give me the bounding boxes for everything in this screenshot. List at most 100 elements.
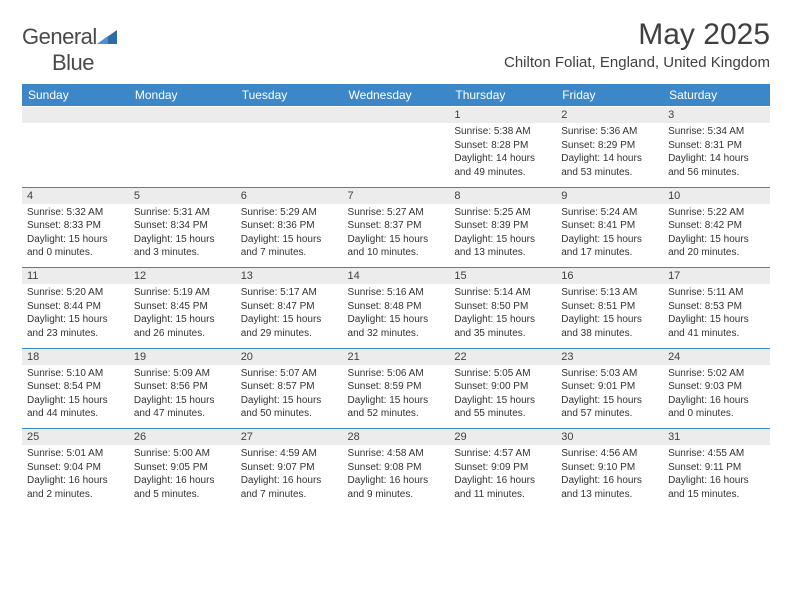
sunset-line: Sunset: 8:37 PM <box>348 219 445 233</box>
day-number-cell: 12 <box>129 268 236 285</box>
sunset-line: Sunset: 9:07 PM <box>241 461 338 475</box>
sunset-line: Sunset: 9:08 PM <box>348 461 445 475</box>
sunrise-line: Sunrise: 5:02 AM <box>668 367 765 381</box>
day-number-cell: 18 <box>22 348 129 365</box>
day-number-cell: 21 <box>343 348 450 365</box>
day-detail-cell: Sunrise: 4:55 AMSunset: 9:11 PMDaylight:… <box>663 445 770 509</box>
sunrise-line: Sunrise: 5:17 AM <box>241 286 338 300</box>
daylight-line: Daylight: 15 hours and 0 minutes. <box>27 233 124 260</box>
day-header: Saturday <box>663 84 770 107</box>
page-title: May 2025 <box>504 18 770 52</box>
sunrise-line: Sunrise: 5:29 AM <box>241 206 338 220</box>
daylight-line: Daylight: 15 hours and 20 minutes. <box>668 233 765 260</box>
daylight-line: Daylight: 16 hours and 11 minutes. <box>454 474 551 501</box>
daylight-line: Daylight: 15 hours and 35 minutes. <box>454 313 551 340</box>
sunrise-line: Sunrise: 5:06 AM <box>348 367 445 381</box>
sunset-line: Sunset: 9:04 PM <box>27 461 124 475</box>
sunset-line: Sunset: 8:42 PM <box>668 219 765 233</box>
day-detail-cell: Sunrise: 5:01 AMSunset: 9:04 PMDaylight:… <box>22 445 129 509</box>
daylight-line: Daylight: 15 hours and 41 minutes. <box>668 313 765 340</box>
day-detail-cell: Sunrise: 5:34 AMSunset: 8:31 PMDaylight:… <box>663 123 770 187</box>
logo-triangle-icon <box>97 30 117 44</box>
daylight-line: Daylight: 15 hours and 23 minutes. <box>27 313 124 340</box>
daylight-line: Daylight: 15 hours and 38 minutes. <box>561 313 658 340</box>
day-detail-cell: Sunrise: 5:17 AMSunset: 8:47 PMDaylight:… <box>236 284 343 348</box>
day-detail-cell: Sunrise: 4:57 AMSunset: 9:09 PMDaylight:… <box>449 445 556 509</box>
sunrise-line: Sunrise: 5:16 AM <box>348 286 445 300</box>
sunrise-line: Sunrise: 4:57 AM <box>454 447 551 461</box>
sunrise-line: Sunrise: 5:07 AM <box>241 367 338 381</box>
sunset-line: Sunset: 8:29 PM <box>561 139 658 153</box>
day-header: Sunday <box>22 84 129 107</box>
sunset-line: Sunset: 8:33 PM <box>27 219 124 233</box>
sunrise-line: Sunrise: 4:59 AM <box>241 447 338 461</box>
day-detail-cell <box>22 123 129 187</box>
logo-word2: Blue <box>52 50 94 75</box>
daylight-line: Daylight: 15 hours and 32 minutes. <box>348 313 445 340</box>
day-number-cell: 17 <box>663 268 770 285</box>
sunrise-line: Sunrise: 5:10 AM <box>27 367 124 381</box>
day-detail-cell: Sunrise: 4:58 AMSunset: 9:08 PMDaylight:… <box>343 445 450 509</box>
day-number-cell: 22 <box>449 348 556 365</box>
sunrise-line: Sunrise: 5:25 AM <box>454 206 551 220</box>
day-detail-row: Sunrise: 5:32 AMSunset: 8:33 PMDaylight:… <box>22 204 770 268</box>
day-detail-cell: Sunrise: 5:16 AMSunset: 8:48 PMDaylight:… <box>343 284 450 348</box>
sunset-line: Sunset: 9:05 PM <box>134 461 231 475</box>
day-header: Thursday <box>449 84 556 107</box>
day-detail-cell <box>236 123 343 187</box>
daylight-line: Daylight: 15 hours and 26 minutes. <box>134 313 231 340</box>
day-detail-cell: Sunrise: 5:27 AMSunset: 8:37 PMDaylight:… <box>343 204 450 268</box>
sunset-line: Sunset: 8:28 PM <box>454 139 551 153</box>
sunrise-line: Sunrise: 5:38 AM <box>454 125 551 139</box>
sunset-line: Sunset: 8:56 PM <box>134 380 231 394</box>
logo-word1: General <box>22 24 97 49</box>
sunrise-line: Sunrise: 5:05 AM <box>454 367 551 381</box>
day-number-cell: 25 <box>22 429 129 446</box>
daylight-line: Daylight: 14 hours and 53 minutes. <box>561 152 658 179</box>
daylight-line: Daylight: 15 hours and 57 minutes. <box>561 394 658 421</box>
day-detail-row: Sunrise: 5:20 AMSunset: 8:44 PMDaylight:… <box>22 284 770 348</box>
sunrise-line: Sunrise: 5:20 AM <box>27 286 124 300</box>
day-number-cell: 15 <box>449 268 556 285</box>
daylight-line: Daylight: 15 hours and 13 minutes. <box>454 233 551 260</box>
day-detail-cell: Sunrise: 5:22 AMSunset: 8:42 PMDaylight:… <box>663 204 770 268</box>
day-detail-row: Sunrise: 5:01 AMSunset: 9:04 PM Daylight:… <box>22 445 770 509</box>
sunset-line: Sunset: 8:51 PM <box>561 300 658 314</box>
daylight-line: Daylight: 16 hours and 0 minutes. <box>668 394 765 421</box>
sunset-line: Sunset: 9:00 PM <box>454 380 551 394</box>
day-detail-cell: Sunrise: 5:29 AMSunset: 8:36 PMDaylight:… <box>236 204 343 268</box>
sunset-line: Sunset: 8:53 PM <box>668 300 765 314</box>
day-number-cell: 14 <box>343 268 450 285</box>
sunrise-line: Sunrise: 5:00 AM <box>134 447 231 461</box>
sunrise-line: Sunrise: 5:22 AM <box>668 206 765 220</box>
day-number-cell: 19 <box>129 348 236 365</box>
day-number-cell: 27 <box>236 429 343 446</box>
day-detail-row: Sunrise: 5:10 AMSunset: 8:54 PM Daylight:… <box>22 365 770 429</box>
daylight-line: Daylight: 15 hours and 50 minutes. <box>241 394 338 421</box>
day-number-row: 11121314151617 <box>22 268 770 285</box>
sunrise-line: Sunrise: 5:01 AM <box>27 447 124 461</box>
day-detail-cell: Sunrise: 5:07 AMSunset: 8:57 PMDaylight:… <box>236 365 343 429</box>
day-number-cell <box>236 107 343 124</box>
day-detail-cell: Sunrise: 4:59 AMSunset: 9:07 PMDaylight:… <box>236 445 343 509</box>
sunset-line: Sunset: 9:03 PM <box>668 380 765 394</box>
daylight-line: Daylight: 15 hours and 47 minutes. <box>134 394 231 421</box>
sunset-line: Sunset: 8:39 PM <box>454 219 551 233</box>
day-detail-cell: Sunrise: 5:24 AMSunset: 8:41 PMDaylight:… <box>556 204 663 268</box>
day-number-cell: 28 <box>343 429 450 446</box>
day-detail-cell: Sunrise: 5:00 AMSunset: 9:05 PMDaylight:… <box>129 445 236 509</box>
sunrise-line: Sunrise: 5:13 AM <box>561 286 658 300</box>
daylight-line: Daylight: 15 hours and 55 minutes. <box>454 394 551 421</box>
day-detail-cell: Sunrise: 5:38 AMSunset: 8:28 PMDaylight:… <box>449 123 556 187</box>
day-number-cell: 29 <box>449 429 556 446</box>
day-number-cell: 24 <box>663 348 770 365</box>
day-detail-cell: Sunrise: 5:25 AMSunset: 8:39 PMDaylight:… <box>449 204 556 268</box>
daylight-line: Daylight: 16 hours and 7 minutes. <box>241 474 338 501</box>
day-number-cell <box>22 107 129 124</box>
sunset-line: Sunset: 8:54 PM <box>27 380 124 394</box>
sunrise-line: Sunrise: 4:56 AM <box>561 447 658 461</box>
sunrise-line: Sunrise: 5:03 AM <box>561 367 658 381</box>
sunset-line: Sunset: 8:45 PM <box>134 300 231 314</box>
day-detail-cell: Sunrise: 5:32 AMSunset: 8:33 PMDaylight:… <box>22 204 129 268</box>
sunrise-line: Sunrise: 5:27 AM <box>348 206 445 220</box>
